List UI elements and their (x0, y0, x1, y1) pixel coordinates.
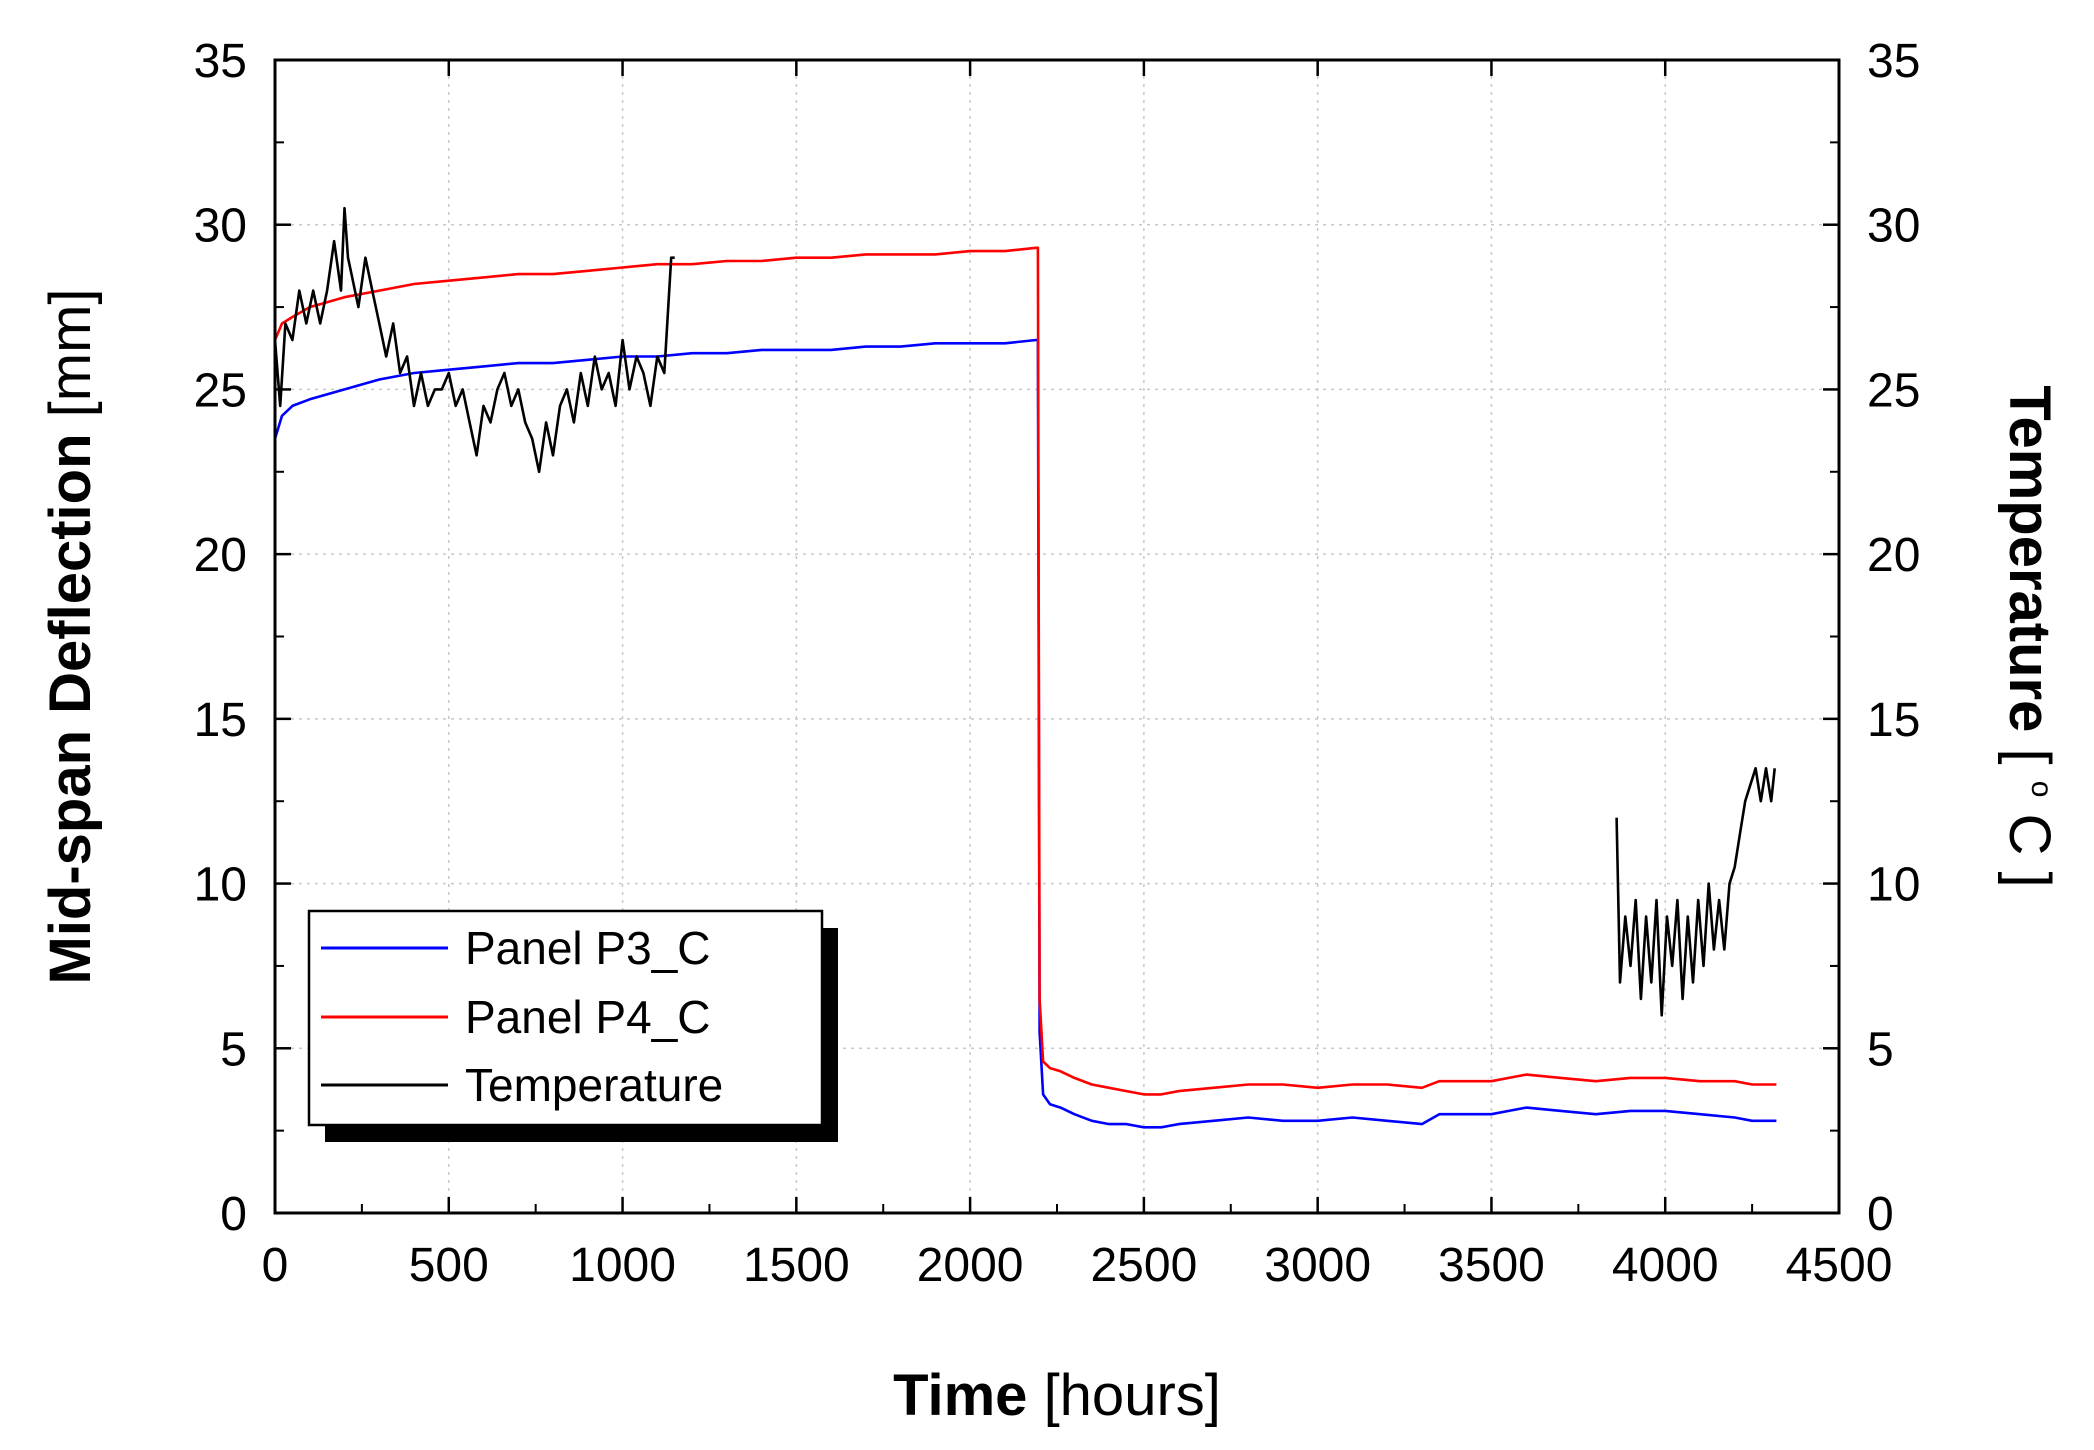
series-layer (273, 206, 1777, 1129)
y-right-axis-title-degree: o (2025, 781, 2058, 798)
y-right-tick-label: 15 (1867, 694, 1920, 747)
series-line-temperature (273, 206, 675, 474)
y-left-axis-title-unit: [mm] (38, 288, 103, 417)
x-tick-label: 500 (409, 1239, 489, 1292)
y-left-tick-label: 5 (220, 1023, 247, 1076)
plot-area (273, 206, 1777, 1129)
y-right-tick-label: 35 (1867, 35, 1920, 88)
y-right-axis-title-celsius: C (1997, 814, 2062, 856)
y-left-tick-label: 35 (194, 35, 247, 88)
y-right-tick-label: 5 (1867, 1023, 1894, 1076)
y-right-tick-label: 25 (1867, 364, 1920, 417)
y-left-tick-label: 30 (194, 200, 247, 253)
y-right-tick-label: 20 (1867, 529, 1920, 582)
y-right-tick-label: 10 (1867, 859, 1920, 912)
x-tick-label: 3000 (1264, 1239, 1371, 1292)
legend: Panel P3_C Panel P4_C Temperature (307, 909, 838, 1142)
ticks (273, 58, 1841, 1215)
legend-label-p4: Panel P4_C (465, 991, 711, 1043)
y-left-tick-label: 25 (194, 364, 247, 417)
x-axis-title-unit: [hours] (1044, 1363, 1221, 1428)
y-left-tick-label: 15 (194, 694, 247, 747)
y-right-tick-label: 30 (1867, 200, 1920, 253)
x-tick-label: 4500 (1786, 1239, 1893, 1292)
y-right-axis-title-unit-open: [ (1997, 748, 2062, 780)
y-right-axis-title: Temperature [ o C ] (1997, 385, 2084, 887)
y-right-axis-title-unit-close: ] (1997, 872, 2062, 888)
series-line-temperature (1615, 766, 1776, 1017)
y-left-axis-title: Mid-span Deflection [mm] (38, 288, 103, 984)
y-left-axis-title-bold: Mid-span Deflection (38, 433, 103, 984)
series-line-panel-p4-c (273, 246, 1777, 1096)
x-tick-label: 2000 (917, 1239, 1024, 1292)
y-right-tick-label: 0 (1867, 1188, 1894, 1241)
x-tick-label: 2500 (1090, 1239, 1197, 1292)
y-right-axis-title-bold: Temperature (1997, 385, 2062, 732)
series-line-panel-p3-c (273, 338, 1777, 1129)
x-tick-label: 1500 (743, 1239, 850, 1292)
legend-label-p3: Panel P3_C (465, 922, 711, 974)
x-tick-label: 3500 (1438, 1239, 1545, 1292)
legend-label-temperature: Temperature (465, 1059, 723, 1111)
x-tick-label: 1000 (569, 1239, 676, 1292)
y-left-tick-label: 20 (194, 529, 247, 582)
x-axis-title: Time [hours] (893, 1363, 1221, 1428)
y-left-tick-label: 10 (194, 859, 247, 912)
x-tick-label: 0 (262, 1239, 289, 1292)
x-tick-label: 4000 (1612, 1239, 1719, 1292)
x-axis-title-bold: Time (893, 1363, 1027, 1428)
y-left-tick-label: 0 (220, 1188, 247, 1241)
